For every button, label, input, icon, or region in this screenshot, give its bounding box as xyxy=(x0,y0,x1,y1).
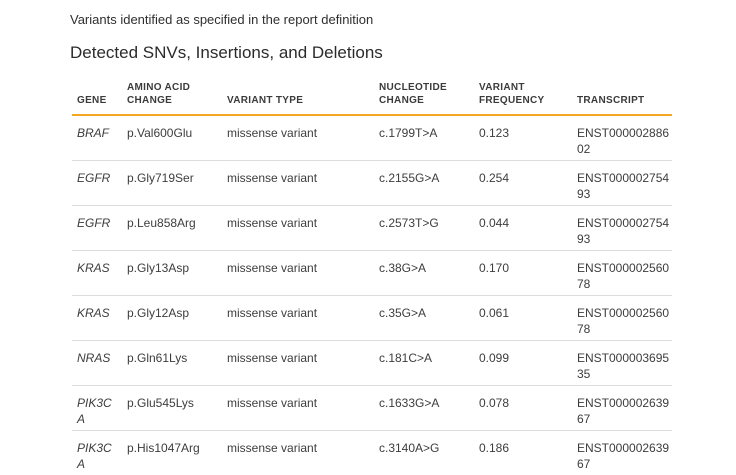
cell-variant_type: missense variant xyxy=(227,441,318,455)
cell-gene: EGFR xyxy=(72,205,122,251)
cell-nucleotide_change: c.3140A>G xyxy=(379,441,440,455)
table-row: PIK3CA p.His1047Arg missense variant c.3140… xyxy=(72,431,672,475)
cell-transcript: ENST00000256078 xyxy=(572,295,672,341)
cell-amino_acid_change: p.Glu545Lys xyxy=(122,385,222,431)
column-header-variant_frequency: VARIANT FREQUENCY xyxy=(474,79,572,116)
cell-transcript: ENST00000275493 xyxy=(572,205,672,251)
table-row: EGFR p.Leu858Arg missense variant c.2573T>G… xyxy=(72,205,672,251)
cell-amino_acid_change: p.Gly13Asp xyxy=(122,250,222,296)
table-row: EGFR p.Gly719Ser missense variant c.2155G>A… xyxy=(72,160,672,206)
column-header-nucleotide_change: NUCLEOTIDE CHANGE xyxy=(374,79,474,116)
section-title: Detected SNVs, Insertions, and Deletions xyxy=(70,43,383,62)
cell-amino_acid_change: p.Leu858Arg xyxy=(122,205,222,251)
cell-gene: BRAF xyxy=(72,115,122,161)
cell-amino_acid_change: p.Gly719Ser xyxy=(122,160,222,206)
cell-nucleotide_change: c.2573T>G xyxy=(374,205,474,251)
cell-amino_acid_change: p.His1047Arg xyxy=(127,441,200,455)
cell-nucleotide_change: c.181C>A xyxy=(374,340,474,386)
cell-gene: NRAS xyxy=(72,340,122,386)
table-row: BRAF p.Val600Glu missense variant c.1799T>A… xyxy=(72,115,672,161)
cell-variant_type: missense variant xyxy=(222,115,374,161)
cell-nucleotide_change: c.1633G>A xyxy=(374,385,474,431)
cell-variant_frequency: 0.078 xyxy=(474,385,572,431)
cell-transcript: ENST00000275493 xyxy=(572,160,672,206)
cell-nucleotide_change: c.1799T>A xyxy=(374,115,474,161)
cell-amino_acid_change: p.Gln61Lys xyxy=(122,340,222,386)
table-row: NRAS p.Gln61Lys missense variant c.181C>A 0.… xyxy=(72,340,672,386)
cell-amino_acid_change: p.Gly12Asp xyxy=(122,295,222,341)
cell-variant_type: missense variant xyxy=(222,205,374,251)
cell-variant_frequency: 0.123 xyxy=(474,115,572,161)
cell-transcript: ENST00000263967 xyxy=(577,441,670,471)
column-header-gene: GENE xyxy=(72,79,122,116)
cell-variant_frequency: 0.186 xyxy=(479,441,510,455)
cell-variant_frequency: 0.254 xyxy=(474,160,572,206)
cell-nucleotide_change: c.35G>A xyxy=(374,295,474,341)
cell-variant_type: missense variant xyxy=(222,250,374,296)
variants-table-head: GENE AMINO ACID CHANGE VARIANT TYPE NUCLEOT… xyxy=(72,79,672,116)
cell-variant_type: missense variant xyxy=(222,295,374,341)
cell-variant_type: missense variant xyxy=(222,385,374,431)
header-row: GENE AMINO ACID CHANGE VARIANT TYPE NUCLEOT… xyxy=(72,79,672,116)
cell-transcript: ENST00000256078 xyxy=(572,250,672,296)
cell-transcript: ENST00000369535 xyxy=(572,340,672,386)
cell-transcript: ENST00000288602 xyxy=(572,115,672,161)
cell-variant_frequency: 0.170 xyxy=(474,250,572,296)
table-row: KRAS p.Gly12Asp missense variant c.35G>A 0.0… xyxy=(72,295,672,341)
cell-variant_type: missense variant xyxy=(222,340,374,386)
cell-gene: KRAS xyxy=(72,295,122,341)
cell-variant_type: missense variant xyxy=(222,160,374,206)
cell-transcript: ENST00000263967 xyxy=(572,385,672,431)
cell-gene: PIK3CA xyxy=(72,385,122,431)
cell-gene: EGFR xyxy=(72,160,122,206)
cell-amino_acid_change: p.Val600Glu xyxy=(122,115,222,161)
cell-variant_frequency: 0.044 xyxy=(474,205,572,251)
table-row: PIK3CA p.Glu545Lys missense variant c.1633G… xyxy=(72,385,672,431)
column-header-transcript: TRANSCRIPT xyxy=(572,79,672,116)
column-header-variant_type: VARIANT TYPE xyxy=(222,79,374,116)
cell-variant_frequency: 0.099 xyxy=(474,340,572,386)
cell-nucleotide_change: c.2155G>A xyxy=(374,160,474,206)
cell-gene: PIK3CA xyxy=(77,441,112,471)
report-description: Variants identified as specified in the … xyxy=(70,12,374,27)
cell-nucleotide_change: c.38G>A xyxy=(374,250,474,296)
table-row: KRAS p.Gly13Asp missense variant c.38G>A 0.1… xyxy=(72,250,672,296)
cell-variant_frequency: 0.061 xyxy=(474,295,572,341)
variants-table-body: BRAF p.Val600Glu missense variant c.1799T>A… xyxy=(72,115,672,475)
variants-table: GENE AMINO ACID CHANGE VARIANT TYPE NUCLEOT… xyxy=(72,79,672,475)
column-header-amino_acid_change: AMINO ACID CHANGE xyxy=(122,79,222,116)
cell-gene: KRAS xyxy=(72,250,122,296)
